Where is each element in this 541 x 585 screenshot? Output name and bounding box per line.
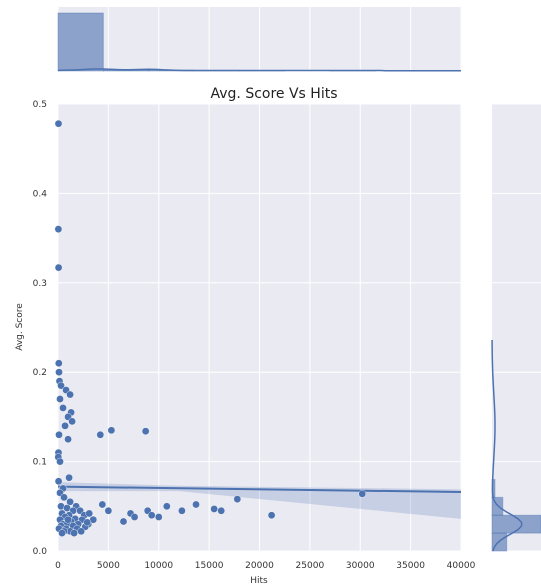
y-tick-label: 0.1 <box>33 458 47 468</box>
scatter-point <box>60 493 68 502</box>
scatter-point <box>217 506 226 515</box>
scatter-point <box>70 529 78 537</box>
scatter-point <box>77 527 85 536</box>
x-tick-label: 40000 <box>447 561 476 571</box>
scatter-point <box>64 515 72 524</box>
scatter-point <box>85 509 94 518</box>
scatter-point <box>163 502 171 511</box>
scatter-point <box>58 529 66 537</box>
top-hist-bar <box>57 12 104 72</box>
scatter-point <box>192 500 200 509</box>
scatter-point <box>57 381 65 390</box>
scatter-point <box>66 498 74 506</box>
scatter-point <box>64 435 72 444</box>
scatter-point <box>154 513 163 521</box>
scatter-point <box>54 477 63 486</box>
main-plot-grid <box>57 103 462 552</box>
right-hist-bar <box>491 514 541 534</box>
x-tick-label: 30000 <box>346 561 375 571</box>
right-marginal-histogram <box>491 478 541 552</box>
x-tick-labels: 0 5000 10000 15000 20000 25000 30000 35000 40000 <box>55 561 475 571</box>
x-tick-label: 35000 <box>396 561 425 571</box>
scatter-point <box>83 518 92 527</box>
y-tick-label: 0.4 <box>33 189 48 199</box>
chart-title: Avg. Score Vs Hits <box>210 86 337 102</box>
scatter-point <box>68 417 76 426</box>
y-tick-label: 0.3 <box>33 279 47 289</box>
scatter-point <box>54 263 63 272</box>
scatter-point <box>130 513 139 521</box>
scatter-point <box>98 500 107 509</box>
scatter-point <box>147 511 156 520</box>
x-axis-label: Hits <box>250 576 268 585</box>
scatter-point <box>56 395 64 403</box>
scatter-point <box>141 427 150 436</box>
y-tick-label: 0.0 <box>33 547 48 557</box>
scatter-point <box>104 506 113 515</box>
right-marginal-background <box>492 104 541 551</box>
y-axis-label: Avg. Score <box>15 303 25 351</box>
scatter-point <box>61 422 69 430</box>
x-tick-label: 20000 <box>245 561 274 571</box>
scatter-point <box>96 430 105 439</box>
y-tick-label: 0.2 <box>33 368 47 378</box>
scatter-point <box>59 404 67 412</box>
x-tick-label: 25000 <box>296 561 325 571</box>
scatter-points <box>54 119 367 537</box>
right-marginal-grid <box>492 103 541 552</box>
scatter-point <box>56 457 64 466</box>
y-tick-labels: 0.0 0.1 0.2 0.3 0.4 0.5 <box>33 100 48 557</box>
scatter-point <box>119 517 128 526</box>
top-marginal-kde-line <box>57 68 461 72</box>
scatter-point <box>54 119 63 128</box>
scatter-point <box>358 489 367 498</box>
scatter-point <box>65 473 73 482</box>
scatter-point <box>267 511 276 520</box>
x-tick-label: 5000 <box>97 561 120 571</box>
scatter-point <box>55 430 63 439</box>
scatter-point <box>54 225 63 233</box>
right-hist-bar <box>491 496 504 516</box>
y-tick-label: 0.5 <box>33 100 47 110</box>
scatter-point <box>107 426 116 435</box>
right-marginal-kde-line <box>491 340 523 552</box>
x-tick-label: 10000 <box>144 561 173 571</box>
scatter-point <box>233 495 242 503</box>
scatter-point <box>66 390 74 399</box>
scatter-point <box>55 368 63 377</box>
regression-line <box>57 485 462 493</box>
scatter-point <box>210 505 218 513</box>
x-tick-label: 15000 <box>195 561 224 571</box>
scatter-point <box>55 359 63 368</box>
x-tick-label: 0 <box>55 561 61 571</box>
scatter-point <box>178 506 186 515</box>
